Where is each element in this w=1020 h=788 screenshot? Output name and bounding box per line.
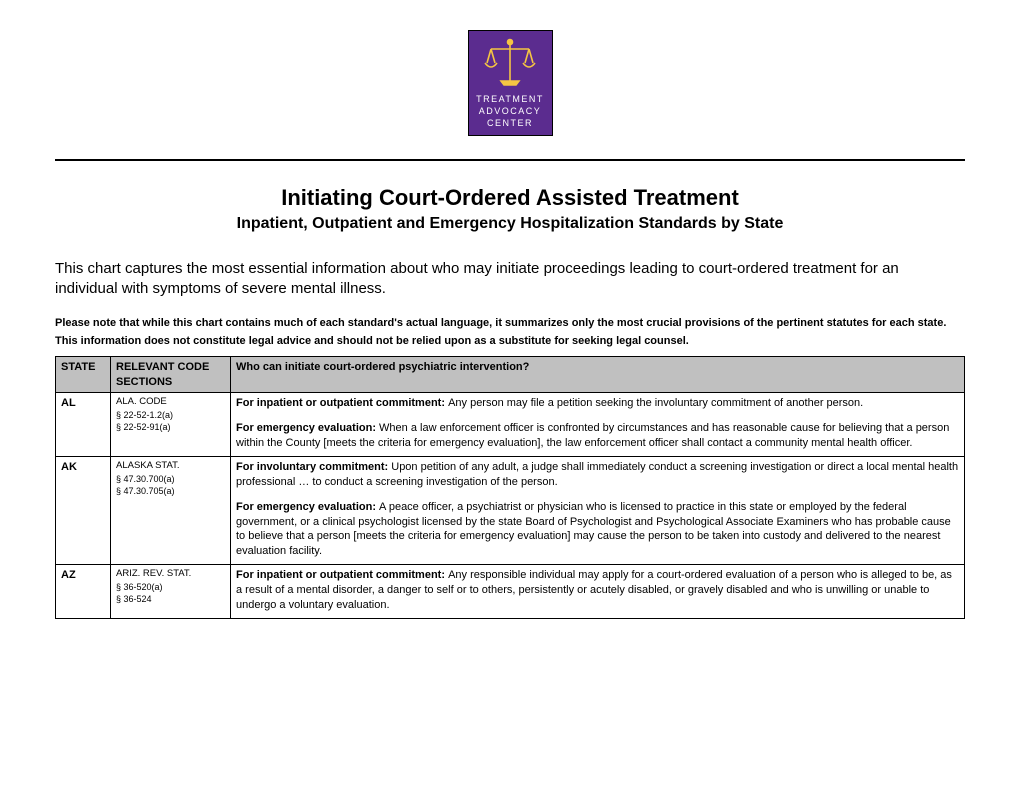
logo-line1: TREATMENT	[469, 93, 552, 105]
code-line: § 47.30.705(a)	[116, 485, 225, 497]
table-row: ALALA. CODE§ 22-52-1.2(a)§ 22-52-91(a)Fo…	[56, 393, 965, 457]
col-state: STATE	[56, 356, 111, 393]
code-line: § 47.30.700(a)	[116, 473, 225, 485]
desc-lead: For involuntary commitment:	[236, 461, 391, 473]
logo-line2: ADVOCACY	[469, 105, 552, 117]
intro-text: This chart captures the most essential i…	[55, 259, 965, 300]
standards-table: STATE RELEVANT CODE SECTIONS Who can ini…	[55, 356, 965, 619]
desc-paragraph: For emergency evaluation: When a law enf…	[236, 421, 959, 451]
code-cell: ALA. CODE§ 22-52-1.2(a)§ 22-52-91(a)	[111, 393, 231, 457]
code-line: § 36-520(a)	[116, 581, 225, 593]
logo-text: TREATMENT ADVOCACY CENTER	[469, 93, 552, 129]
disclaimer-text: Please note that while this chart contai…	[55, 314, 965, 350]
code-line: § 22-52-1.2(a)	[116, 409, 225, 421]
desc-cell: For involuntary commitment: Upon petitio…	[231, 457, 965, 565]
code-title: ALA. CODE	[116, 396, 225, 409]
divider	[55, 159, 965, 161]
page-title: Initiating Court-Ordered Assisted Treatm…	[55, 185, 965, 211]
org-logo: TREATMENT ADVOCACY CENTER	[468, 30, 553, 136]
desc-lead: For inpatient or outpatient commitment:	[236, 397, 448, 409]
table-row: AKALASKA STAT.§ 47.30.700(a)§ 47.30.705(…	[56, 457, 965, 565]
desc-paragraph: For inpatient or outpatient commitment: …	[236, 396, 959, 411]
col-who: Who can initiate court-ordered psychiatr…	[231, 356, 965, 393]
desc-cell: For inpatient or outpatient commitment: …	[231, 393, 965, 457]
desc-paragraph: For inpatient or outpatient commitment: …	[236, 568, 959, 613]
desc-cell: For inpatient or outpatient commitment: …	[231, 565, 965, 619]
logo-container: TREATMENT ADVOCACY CENTER	[55, 30, 965, 141]
desc-lead: For inpatient or outpatient commitment:	[236, 569, 448, 581]
col-code: RELEVANT CODE SECTIONS	[111, 356, 231, 393]
code-title: ALASKA STAT.	[116, 460, 225, 473]
desc-paragraph: For involuntary commitment: Upon petitio…	[236, 460, 959, 490]
desc-paragraph: For emergency evaluation: A peace office…	[236, 500, 959, 559]
code-title: ARIZ. REV. STAT.	[116, 568, 225, 581]
page-subtitle: Inpatient, Outpatient and Emergency Hosp…	[55, 215, 965, 233]
desc-body: Any person may file a petition seeking t…	[448, 397, 863, 409]
table-row: AZARIZ. REV. STAT.§ 36-520(a)§ 36-524For…	[56, 565, 965, 619]
scales-icon	[469, 37, 552, 92]
code-cell: ARIZ. REV. STAT.§ 36-520(a)§ 36-524	[111, 565, 231, 619]
code-line: § 36-524	[116, 593, 225, 605]
code-cell: ALASKA STAT.§ 47.30.700(a)§ 47.30.705(a)	[111, 457, 231, 565]
logo-line3: CENTER	[469, 117, 552, 129]
state-cell: AZ	[56, 565, 111, 619]
code-line: § 22-52-91(a)	[116, 421, 225, 433]
desc-lead: For emergency evaluation:	[236, 422, 379, 434]
table-header-row: STATE RELEVANT CODE SECTIONS Who can ini…	[56, 356, 965, 393]
state-cell: AK	[56, 457, 111, 565]
state-cell: AL	[56, 393, 111, 457]
desc-lead: For emergency evaluation:	[236, 501, 379, 513]
